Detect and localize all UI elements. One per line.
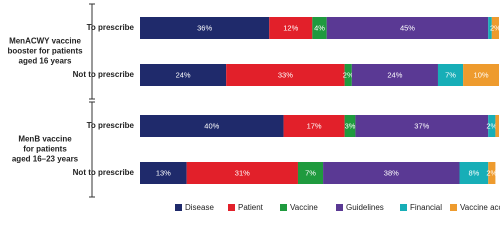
bar-segment (463, 64, 499, 86)
legend-swatch (175, 204, 182, 211)
value-label: 12% (283, 23, 298, 32)
value-label: 24% (176, 70, 191, 79)
category-label: Not to prescribe (73, 70, 135, 79)
legend-label: Patient (238, 203, 264, 212)
value-label: 10% (474, 70, 489, 79)
value-label: 38% (384, 168, 399, 177)
value-label: 2% (486, 168, 497, 177)
group-label: aged 16–23 years (12, 155, 79, 164)
value-label: 37% (414, 121, 429, 130)
legend-swatch (228, 204, 235, 211)
bar-segment (351, 64, 438, 86)
value-label: 40% (204, 121, 219, 130)
legend-label: Financial (410, 203, 442, 212)
bar-segment (140, 162, 187, 184)
bar-segment (186, 162, 298, 184)
value-label: 7% (445, 70, 456, 79)
value-label: 17% (307, 121, 322, 130)
group-label: MenB vaccine (18, 135, 72, 144)
bar-segment (344, 64, 352, 86)
group-label: MenACWY vaccine (9, 37, 81, 46)
value-label: 36% (197, 23, 212, 32)
group-label: for patients (23, 145, 67, 154)
bar-segment (488, 115, 496, 137)
bar-segment (495, 115, 499, 137)
bar-segment (437, 64, 464, 86)
bar-segment (140, 64, 227, 86)
value-label: 45% (400, 23, 415, 32)
group-label: booster for patients (7, 47, 83, 56)
legend-label: Guidelines (346, 203, 384, 212)
value-label: 4% (314, 23, 325, 32)
bar-segment (323, 162, 460, 184)
value-label: 24% (387, 70, 402, 79)
bar-segment (488, 162, 496, 184)
legend-label: Vaccine access (460, 203, 500, 212)
brackets (89, 3, 95, 198)
bar-segment (140, 115, 284, 137)
legend-label: Vaccine (290, 203, 318, 212)
legend-label: Disease (185, 203, 214, 212)
value-label: 7% (305, 168, 316, 177)
value-label: 33% (278, 70, 293, 79)
category-label: To prescribe (87, 121, 135, 130)
value-label: 13% (156, 168, 171, 177)
category-label: To prescribe (87, 23, 135, 32)
bar-segment (140, 17, 270, 39)
legend-swatch (280, 204, 287, 211)
bar-segment (283, 115, 345, 137)
legend-swatch (450, 204, 457, 211)
bar-segment (297, 162, 324, 184)
group-label: aged 16 years (19, 57, 72, 66)
legend-swatch (400, 204, 407, 211)
bar-segment (344, 115, 356, 137)
bar-segment (355, 115, 489, 137)
bar-segment (488, 17, 492, 39)
bar-segment (491, 17, 499, 39)
value-label: 31% (235, 168, 250, 177)
bar-segment (326, 17, 489, 39)
value-label: 8% (468, 168, 479, 177)
value-label: 2% (486, 121, 497, 130)
bar-segment (459, 162, 489, 184)
category-label: Not to prescribe (73, 168, 135, 177)
bar-segment (269, 17, 313, 39)
bar-segment (226, 64, 345, 86)
value-label: 2% (343, 70, 354, 79)
legend-swatch (336, 204, 343, 211)
value-label: 2% (490, 23, 500, 32)
bar-segment (312, 17, 327, 39)
value-label: 3% (345, 121, 356, 130)
